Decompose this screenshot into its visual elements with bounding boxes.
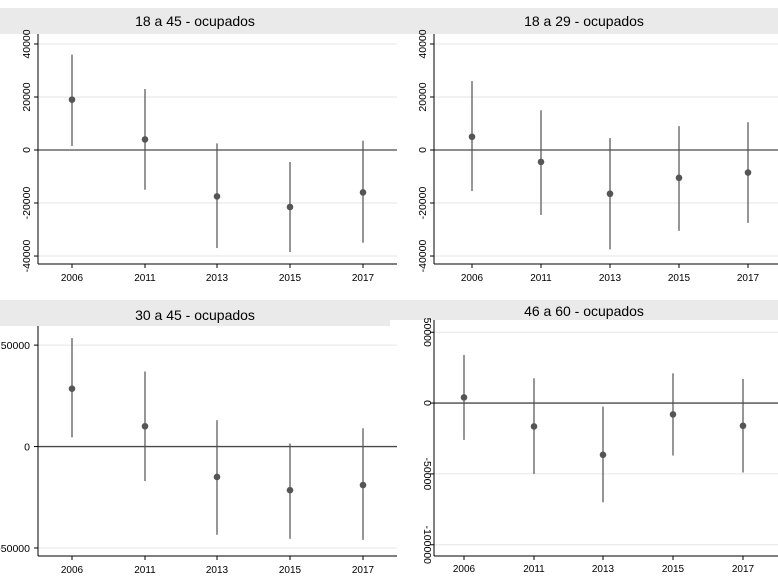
panel-title-band [390,300,778,320]
x-tick-label: 2011 [134,273,156,284]
y-tick-label: 0 [21,147,33,153]
point-estimate [460,394,468,401]
point-estimate [530,423,538,430]
x-tick-label: 2006 [453,564,476,575]
y-tick-label: -50000 [421,458,433,491]
panel-title: 30 a 45 - ocupados [135,307,255,323]
point-estimate [359,481,367,489]
y-tick-label: 20000 [21,82,33,111]
y-tick-label: 40000 [417,29,429,58]
y-tick-label: -40000 [21,240,33,273]
x-tick-label: 2013 [206,273,229,284]
chart-panel-2: 18 a 29 - ocupados 40000 20000 0 -20000 -4000… [390,8,778,284]
y-tick-label: 50000 [1,340,30,352]
x-tick-label: 2006 [61,565,84,576]
x-tick-label: 2017 [732,564,755,575]
y-tick-label: -20000 [21,187,33,220]
x-tick-label: 2006 [461,273,484,284]
panel-title-band [390,8,778,34]
y-tick-label: 40000 [21,29,33,58]
point-estimate [68,385,76,393]
x-tick-label: 2017 [737,273,760,284]
y-tick-label: -40000 [417,240,429,273]
point-estimate [537,158,545,166]
panel-title: 18 a 45 - ocupados [135,13,255,29]
point-estimate [744,169,752,176]
point-estimate [68,96,76,103]
y-tick-label: 0 [24,442,30,454]
y-tick-label: 0 [421,400,433,406]
y-tick-label: -20000 [417,187,429,220]
chart-panel-4: 46 a 60 - ocupados 50000 0 -50000 -100000 200… [390,300,778,575]
x-tick-label: 2006 [61,273,84,284]
point-estimate [669,411,677,418]
point-estimate [739,422,747,430]
y-tick-label: 0 [417,147,429,153]
point-estimate [606,190,614,198]
point-estimate [141,136,149,143]
chart-panel-3: 30 a 45 - ocupados 50000 0 -50000 2006 2011 20… [0,300,397,576]
chart-panel-1: 18 a 45 - ocupados 40000 20000 0 -20000 -4000… [0,8,397,284]
panel-title: 18 a 29 - ocupados [524,13,644,29]
panel-title-band [0,8,390,34]
point-estimate [286,203,294,211]
panel-title-band [0,300,390,326]
point-estimate [468,133,476,141]
point-estimate [141,422,149,430]
y-tick-label: -100000 [421,525,433,564]
x-tick-label: 2015 [668,273,691,284]
point-estimate [213,473,221,481]
x-tick-label: 2015 [279,565,302,576]
x-tick-label: 2015 [279,273,302,284]
point-estimate [286,486,294,494]
point-estimate [675,174,683,182]
x-tick-label: 2013 [592,564,615,575]
x-tick-label: 2013 [599,273,622,284]
x-tick-label: 2011 [523,564,545,575]
point-estimate [359,189,367,196]
panel-title: 46 a 60 - ocupados [524,303,644,319]
x-tick-label: 2011 [134,565,156,576]
x-tick-label: 2011 [530,273,552,284]
x-tick-label: 2013 [206,565,229,576]
y-tick-label: 50000 [421,318,433,347]
point-estimate [599,451,607,459]
x-tick-label: 2017 [352,273,375,284]
x-tick-label: 2015 [662,564,685,575]
x-tick-label: 2017 [352,565,375,576]
point-estimate [213,193,221,200]
y-tick-label: -50000 [0,543,30,555]
y-tick-label: 20000 [417,82,429,111]
